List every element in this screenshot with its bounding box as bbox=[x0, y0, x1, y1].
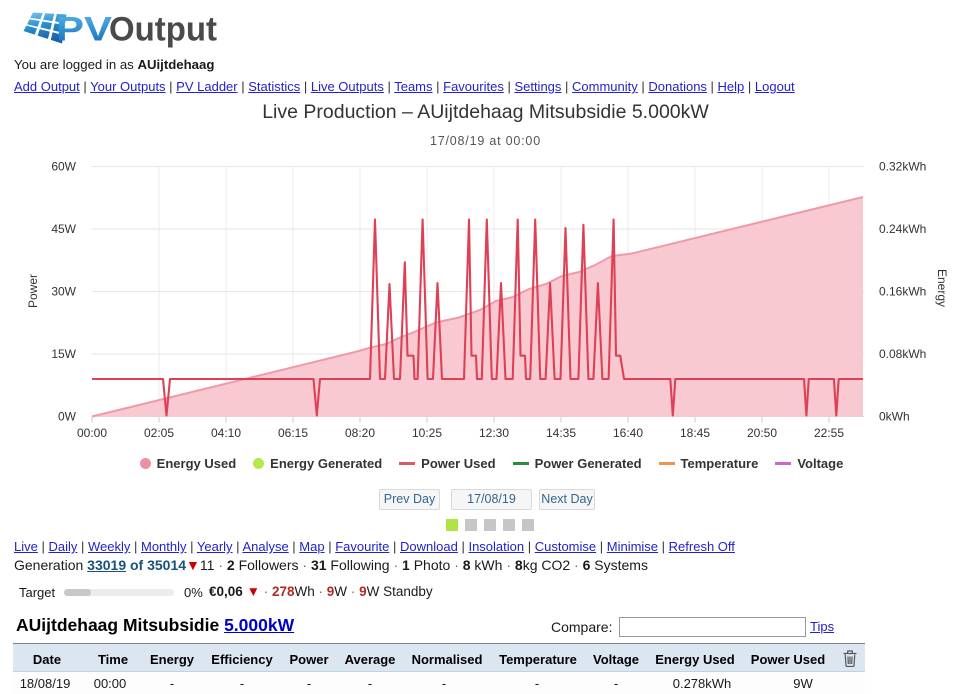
svg-text:10:25: 10:25 bbox=[412, 426, 442, 440]
svg-text:18:45: 18:45 bbox=[680, 426, 710, 440]
svg-text:45W: 45W bbox=[51, 222, 76, 236]
svg-text:04:10: 04:10 bbox=[211, 426, 241, 440]
svg-text:06:15: 06:15 bbox=[278, 426, 308, 440]
svg-text:12:30: 12:30 bbox=[479, 426, 509, 440]
svg-text:16:40: 16:40 bbox=[613, 426, 643, 440]
svg-text:00:00: 00:00 bbox=[77, 426, 107, 440]
svg-text:14:35: 14:35 bbox=[546, 426, 576, 440]
svg-text:Energy: Energy bbox=[935, 269, 949, 307]
svg-text:0.24kWh: 0.24kWh bbox=[879, 222, 926, 236]
svg-text:08:20: 08:20 bbox=[345, 426, 375, 440]
svg-text:20:50: 20:50 bbox=[747, 426, 777, 440]
svg-text:22:55: 22:55 bbox=[814, 426, 844, 440]
svg-text:0kWh: 0kWh bbox=[879, 410, 910, 424]
svg-text:Power: Power bbox=[26, 274, 40, 308]
svg-text:30W: 30W bbox=[51, 285, 76, 299]
svg-text:15W: 15W bbox=[51, 347, 76, 361]
svg-text:0.32kWh: 0.32kWh bbox=[879, 160, 926, 174]
svg-text:02:05: 02:05 bbox=[144, 426, 174, 440]
svg-text:0.08kWh: 0.08kWh bbox=[879, 347, 926, 361]
svg-text:Output: Output bbox=[109, 11, 217, 49]
svg-text:0.16kWh: 0.16kWh bbox=[879, 285, 926, 299]
svg-text:60W: 60W bbox=[51, 160, 76, 174]
svg-text:PV: PV bbox=[56, 11, 112, 49]
svg-text:0W: 0W bbox=[58, 410, 77, 424]
